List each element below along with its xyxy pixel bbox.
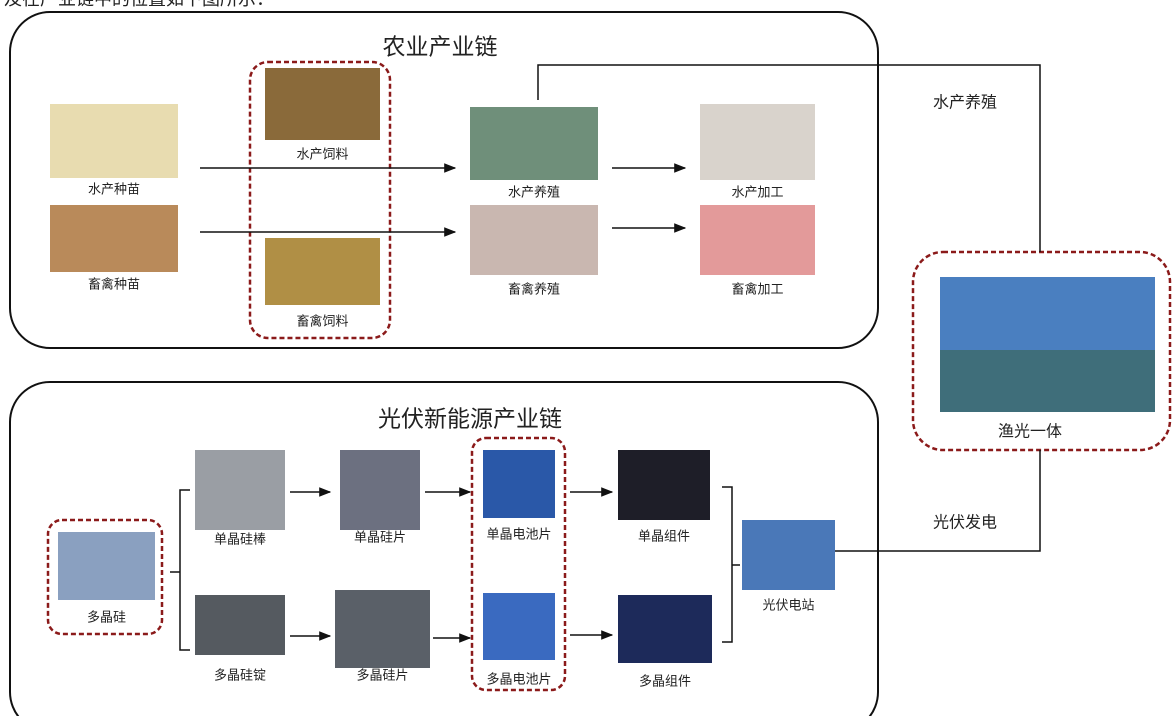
node-label: 单晶电池片 xyxy=(486,528,551,543)
node-label: 单晶组件 xyxy=(638,530,690,545)
integration-label: 渔光一体 xyxy=(998,422,1062,441)
node-image xyxy=(50,205,178,272)
node-image xyxy=(50,104,178,178)
node-label: 多晶硅锭 xyxy=(214,668,266,684)
node-image xyxy=(265,68,380,140)
node-label: 水产加工 xyxy=(731,186,783,201)
polysilicon-highlight xyxy=(46,518,164,636)
node-label: 多晶组件 xyxy=(639,674,691,690)
node-label: 水产养殖 xyxy=(508,185,560,201)
node-label: 畜禽饲料 xyxy=(296,314,348,330)
node-label: 水产种苗 xyxy=(88,183,140,198)
node-image xyxy=(58,532,155,600)
node-label: 多晶硅片 xyxy=(356,668,408,684)
node-label: 多晶硅 xyxy=(87,610,126,626)
node-image xyxy=(335,590,430,668)
arrows xyxy=(170,64,1041,651)
node-label: 水产饲料 xyxy=(296,148,348,163)
link-label: 水产养殖 xyxy=(933,93,997,112)
cell-highlight xyxy=(470,436,567,692)
node-image xyxy=(470,205,598,275)
node-label: 畜禽养殖 xyxy=(508,282,560,298)
agri-title: 农业产业链 xyxy=(383,35,498,61)
node-image xyxy=(340,450,420,530)
node-label: 畜禽加工 xyxy=(731,282,783,298)
node-label: 多晶电池片 xyxy=(486,672,551,688)
node-image xyxy=(265,238,380,305)
node-image xyxy=(700,205,815,275)
node-image xyxy=(618,595,712,663)
node-image xyxy=(742,520,835,590)
node-image xyxy=(700,104,815,180)
node-image xyxy=(195,450,285,530)
agri-frame xyxy=(9,11,879,349)
integration-highlight xyxy=(911,250,1172,452)
node-image xyxy=(618,450,710,520)
node-label: 畜禽种苗 xyxy=(88,277,140,293)
node-image xyxy=(483,450,555,518)
link-label: 光伏发电 xyxy=(933,513,997,532)
node-image xyxy=(195,595,285,655)
integration-image xyxy=(940,350,1155,412)
pv-title: 光伏新能源产业链 xyxy=(378,407,562,433)
node-label: 单晶硅棒 xyxy=(214,533,266,548)
node-image xyxy=(483,593,555,660)
feed-highlight xyxy=(248,60,392,340)
node-image xyxy=(470,107,598,180)
header-text: 及在产业链中的位置如下图所示： xyxy=(4,0,274,10)
pv-frame xyxy=(9,381,879,720)
node-label: 光伏电站 xyxy=(762,599,814,614)
node-label: 单晶硅片 xyxy=(354,531,406,546)
